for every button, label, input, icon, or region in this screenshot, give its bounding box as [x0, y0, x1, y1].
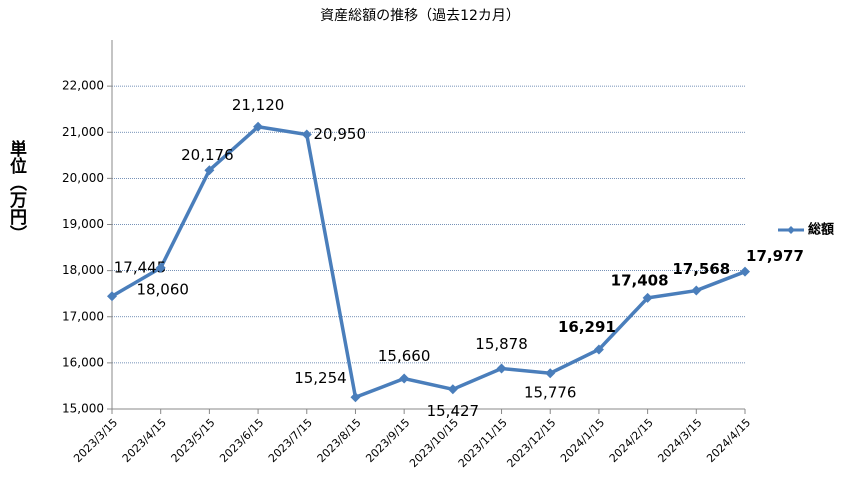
y-tick-label: 16,000 — [62, 355, 104, 369]
x-tick-label: 2024/3/15 — [655, 416, 704, 465]
marker — [253, 121, 264, 132]
data-label: 18,060 — [136, 280, 189, 298]
x-tick-label: 2023/8/15 — [315, 416, 364, 465]
x-tick-label: 2024/2/15 — [607, 416, 656, 465]
data-label: 17,408 — [611, 271, 669, 289]
marker — [447, 384, 458, 395]
x-tick-label: 2024/4/15 — [704, 416, 753, 465]
y-tick-label: 22,000 — [62, 79, 104, 93]
data-label: 17,568 — [672, 260, 730, 278]
x-tick-label: 2023/12/15 — [504, 416, 558, 470]
data-label: 15,254 — [294, 369, 347, 387]
data-label: 17,977 — [746, 247, 804, 265]
y-axis-label: 単位（万円） — [6, 139, 28, 242]
x-tick-label: 2023/10/15 — [407, 416, 461, 470]
y-tick-label: 20,000 — [62, 171, 104, 185]
data-label: 15,776 — [524, 384, 577, 402]
data-label: 21,120 — [232, 96, 285, 114]
y-tick-label: 18,000 — [62, 263, 104, 277]
marker — [204, 165, 215, 176]
x-tick-label: 2023/6/15 — [217, 416, 266, 465]
x-tick-label: 2024/1/15 — [558, 416, 607, 465]
marker — [155, 262, 166, 273]
data-label: 20,176 — [181, 146, 234, 164]
y-tick-label: 15,000 — [62, 402, 104, 416]
line — [111, 124, 746, 400]
data-label: 15,660 — [378, 347, 431, 365]
marker — [107, 291, 117, 302]
marker — [691, 285, 702, 296]
marker — [350, 392, 361, 403]
legend-marker — [787, 226, 795, 234]
data-label: 15,427 — [427, 402, 480, 420]
data-label: 16,291 — [558, 318, 616, 336]
marker — [545, 368, 556, 379]
x-tick-label: 2023/5/15 — [169, 416, 218, 465]
data-label: 17,445 — [114, 259, 167, 277]
x-tick-label: 2023/4/15 — [120, 416, 169, 465]
marker — [593, 344, 604, 355]
data-label: 15,878 — [475, 335, 528, 353]
y-tick-label: 21,000 — [62, 125, 104, 139]
data-label: 20,950 — [314, 125, 367, 143]
marker — [301, 129, 312, 140]
x-tick-label: 2023/11/15 — [456, 416, 510, 470]
x-tick-label: 2023/3/15 — [71, 416, 120, 465]
y-tick-label: 19,000 — [62, 217, 104, 231]
legend-label: 総額 — [808, 222, 834, 238]
y-tick-label: 17,000 — [62, 309, 104, 323]
marker — [740, 266, 750, 277]
marker — [496, 363, 507, 374]
marker — [642, 292, 653, 303]
chart-title: 資産総額の推移（過去12カ月） — [320, 8, 520, 24]
x-tick-label: 2023/9/15 — [363, 416, 412, 465]
marker — [399, 373, 410, 384]
x-tick-label: 2023/7/15 — [266, 416, 315, 465]
